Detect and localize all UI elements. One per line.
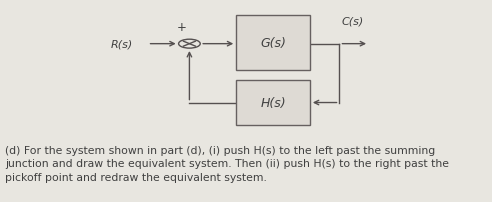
FancyBboxPatch shape [236,81,310,125]
Text: (d) For the system shown in part (d), (i) push H(s) to the left past the summing: (d) For the system shown in part (d), (i… [5,145,449,182]
Text: G(s): G(s) [260,37,286,50]
Text: +: + [177,21,187,34]
FancyBboxPatch shape [236,16,310,71]
Text: H(s): H(s) [260,97,286,109]
Text: R(s): R(s) [111,39,133,49]
Text: C(s): C(s) [342,16,364,26]
